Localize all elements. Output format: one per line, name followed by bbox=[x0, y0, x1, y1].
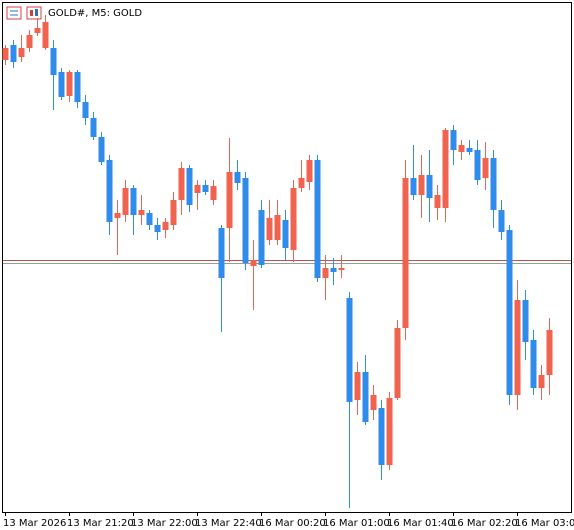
candle-body bbox=[74, 72, 81, 102]
candle-body bbox=[154, 225, 161, 232]
candle-body bbox=[194, 185, 201, 193]
x-tick-label: 13 Mar 2026 bbox=[3, 518, 66, 529]
candle-body bbox=[298, 178, 305, 188]
candle-body bbox=[354, 372, 361, 400]
candle-body bbox=[490, 158, 497, 210]
candle-body bbox=[338, 268, 345, 270]
candle-body bbox=[210, 186, 217, 200]
candle-body bbox=[106, 160, 113, 222]
candle-body bbox=[114, 213, 121, 218]
candle-body bbox=[178, 168, 185, 200]
candle-body bbox=[218, 228, 225, 278]
candle-body bbox=[82, 102, 89, 118]
candle-body bbox=[370, 395, 377, 410]
candle-body bbox=[482, 158, 489, 178]
candle-body bbox=[394, 328, 401, 398]
plot-frame bbox=[2, 2, 572, 513]
icon bbox=[26, 6, 42, 20]
x-tick-label: 16 Mar 03:00 bbox=[515, 518, 574, 529]
x-tick-label: 13 Mar 22:40 bbox=[195, 518, 262, 529]
x-tick-label: 16 Mar 01:40 bbox=[387, 518, 454, 529]
candle-body bbox=[434, 195, 441, 208]
candle-body bbox=[98, 137, 105, 162]
candle-body bbox=[538, 375, 545, 388]
candle-body bbox=[234, 172, 241, 183]
candle-body bbox=[282, 220, 289, 248]
icon-bar bbox=[30, 10, 33, 16]
candle-body bbox=[466, 148, 473, 152]
candle-body bbox=[386, 398, 393, 465]
candle-body bbox=[514, 300, 521, 395]
candle-body bbox=[378, 408, 385, 465]
candle-body bbox=[138, 210, 145, 215]
candle-body bbox=[26, 35, 33, 48]
x-tick-label: 13 Mar 21:20 bbox=[67, 518, 134, 529]
x-tick-label: 16 Mar 02:20 bbox=[451, 518, 518, 529]
candle-body bbox=[450, 130, 457, 150]
candle-body bbox=[522, 300, 529, 342]
candle-body bbox=[314, 160, 321, 278]
candle-body bbox=[226, 172, 233, 228]
candle-body bbox=[146, 213, 153, 225]
candle-body bbox=[306, 160, 313, 182]
candle-body bbox=[242, 178, 249, 263]
candle-body bbox=[362, 372, 369, 422]
candle-body bbox=[266, 218, 273, 240]
candle-body bbox=[530, 340, 537, 388]
candle-body bbox=[290, 188, 297, 250]
candle-body bbox=[186, 168, 193, 205]
candle-body bbox=[474, 150, 481, 180]
candle-body bbox=[18, 48, 25, 57]
x-tick-label: 16 Mar 00:20 bbox=[259, 518, 326, 529]
candle-body bbox=[506, 230, 513, 395]
candle-body bbox=[402, 178, 409, 328]
candle-body bbox=[58, 72, 65, 97]
candle-body bbox=[274, 215, 281, 240]
candle-body bbox=[2, 48, 9, 60]
candle-body bbox=[442, 130, 449, 208]
candle-body bbox=[458, 145, 465, 152]
candle-body bbox=[50, 48, 57, 75]
icon-bar bbox=[35, 9, 38, 16]
candle-body bbox=[170, 200, 177, 225]
candle-body bbox=[426, 175, 433, 198]
icon bbox=[6, 6, 22, 20]
chart-icons bbox=[6, 6, 42, 20]
candle-body bbox=[410, 178, 417, 195]
x-tick-label: 16 Mar 01:00 bbox=[323, 518, 390, 529]
candle-body bbox=[162, 222, 169, 230]
candle-body bbox=[346, 298, 353, 402]
candle-body bbox=[34, 28, 41, 33]
candle-body bbox=[250, 260, 257, 266]
candle-body bbox=[90, 118, 97, 137]
candle-body bbox=[66, 72, 73, 96]
candle-body bbox=[330, 268, 337, 272]
candle-body bbox=[498, 210, 505, 232]
candle-body bbox=[546, 330, 553, 375]
candle-body bbox=[122, 188, 129, 215]
candle-body bbox=[10, 45, 17, 62]
x-tick-label: 13 Mar 22:00 bbox=[131, 518, 198, 529]
chart-title: GOLD#, M5: GOLD bbox=[48, 8, 142, 19]
candle-body bbox=[42, 22, 49, 48]
candle-body bbox=[418, 175, 425, 195]
candle-body bbox=[130, 188, 137, 215]
candle-body bbox=[322, 268, 329, 278]
candle-body bbox=[202, 185, 209, 192]
candle-body bbox=[258, 210, 265, 265]
